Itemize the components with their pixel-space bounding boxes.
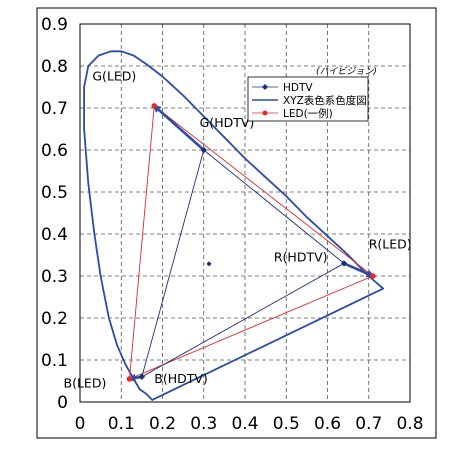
x-tick-label: 0.1 xyxy=(108,414,135,434)
x-tick-label: 0.6 xyxy=(314,414,341,434)
y-tick-label: 0.8 xyxy=(41,57,68,77)
y-tick-label: 0.9 xyxy=(41,15,68,35)
x-tick-label: 0.7 xyxy=(355,414,382,434)
x-tick-label: 0.4 xyxy=(231,414,258,434)
spectral-locus-curve xyxy=(83,50,385,401)
point-label: R(HDTV) xyxy=(274,249,328,264)
hdtv-gamut-triangle xyxy=(141,149,345,378)
x-tick-label: 0.3 xyxy=(190,414,217,434)
legend-title: (ハイビジョン) xyxy=(316,66,377,77)
plot-frame xyxy=(79,23,411,403)
annotations: G(LED) G(HDTV) R(HDTV) R(LED) B(HDTV) B(LED) xyxy=(64,69,412,391)
led-gamut-triangle xyxy=(128,105,374,380)
y-tick-label: 0.5 xyxy=(41,183,68,203)
x-tick-label: 0.5 xyxy=(273,414,300,434)
point-label: G(HDTV) xyxy=(200,115,255,130)
legend-swatch-diamond xyxy=(262,84,268,90)
x-tick-label: 0.8 xyxy=(396,414,423,434)
x-tick-label: 0 xyxy=(75,414,86,434)
led-point xyxy=(126,376,133,382)
point-label: G(LED) xyxy=(92,69,136,84)
y-tick-label: 0.2 xyxy=(41,309,68,329)
hdtv-point xyxy=(138,373,146,380)
point-label: R(LED) xyxy=(369,237,412,252)
x-tick-label: 0.2 xyxy=(149,414,176,434)
white-point xyxy=(206,261,212,267)
legend-entry-label: HDTV xyxy=(283,82,313,94)
shift-arrow xyxy=(343,262,375,278)
legend-box xyxy=(247,76,369,122)
point-label: B(LED) xyxy=(64,375,107,390)
figure-frame xyxy=(36,7,437,439)
series-layer xyxy=(83,50,385,401)
hdtv-point xyxy=(200,146,207,154)
legend-entry-label: LED(一例) xyxy=(283,107,333,120)
shift-arrow xyxy=(152,104,205,151)
y-tick-label: 0.3 xyxy=(41,267,68,287)
y-tick-label: 0.1 xyxy=(41,351,68,371)
y-tick-label: 0.6 xyxy=(41,141,68,161)
y-tick-label: 0.7 xyxy=(41,99,68,119)
axes: 0 0.1 0.2 0.3 0.4 0.5 0.6 0.7 0.8 0 0.1 0.2 0.3 0.4 0.… xyxy=(36,7,437,439)
legend-swatch-circle xyxy=(262,110,268,116)
hdtv-point xyxy=(340,260,348,267)
point-label: B(HDTV) xyxy=(154,371,208,386)
legend-entry-label: XYZ表色系色度図 xyxy=(283,94,367,107)
y-tick-label: 0 xyxy=(57,393,68,413)
y-tick-label: 0.4 xyxy=(41,225,68,245)
led-point xyxy=(370,273,376,279)
led-point xyxy=(151,103,158,109)
